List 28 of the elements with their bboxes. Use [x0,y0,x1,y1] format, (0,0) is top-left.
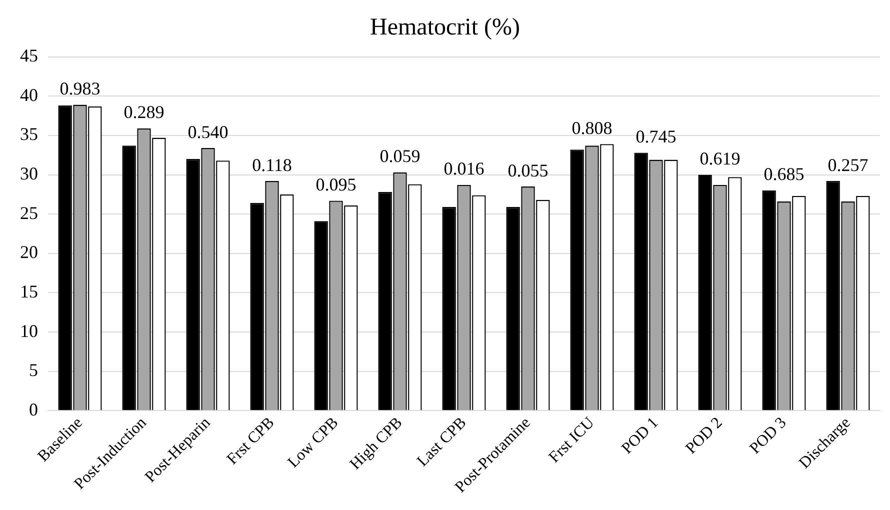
chart-title: Hematocrit (%) [370,14,520,41]
annotation: 0.095 [316,174,356,194]
y-tick-label: 35 [20,124,38,144]
y-tick-label: 25 [20,202,38,223]
annotation: 0.808 [572,118,612,138]
annotation: 0.055 [508,160,548,180]
x-tick-label: Frst ICU [546,414,598,466]
x-tick-label: Low CPB [284,414,342,472]
y-tick-label: 45 [20,46,38,66]
y-tick-label: 10 [20,320,38,341]
x-tick-label: Frst CPB [224,414,278,468]
annotation: 0.685 [764,164,804,184]
y-tick-label: 40 [20,84,38,105]
annotation: 0.118 [252,154,292,175]
y-tick-label: 30 [20,163,38,184]
annotation: 0.619 [700,148,740,168]
y-tick-label: 20 [20,242,38,262]
annotation: 0.745 [636,126,676,146]
annotation: 0.059 [380,146,420,166]
annotation: 0.540 [188,122,228,142]
annotation: 0.257 [828,154,868,175]
x-tick-label: High CPB [346,414,406,474]
y-tick-label: 0 [29,399,38,420]
annotation: 0.289 [124,102,164,122]
annotation: 0.983 [60,78,100,98]
y-tick-label: 15 [20,281,38,302]
y-tick-label: 5 [29,360,38,380]
annotation: 0.016 [444,158,484,179]
